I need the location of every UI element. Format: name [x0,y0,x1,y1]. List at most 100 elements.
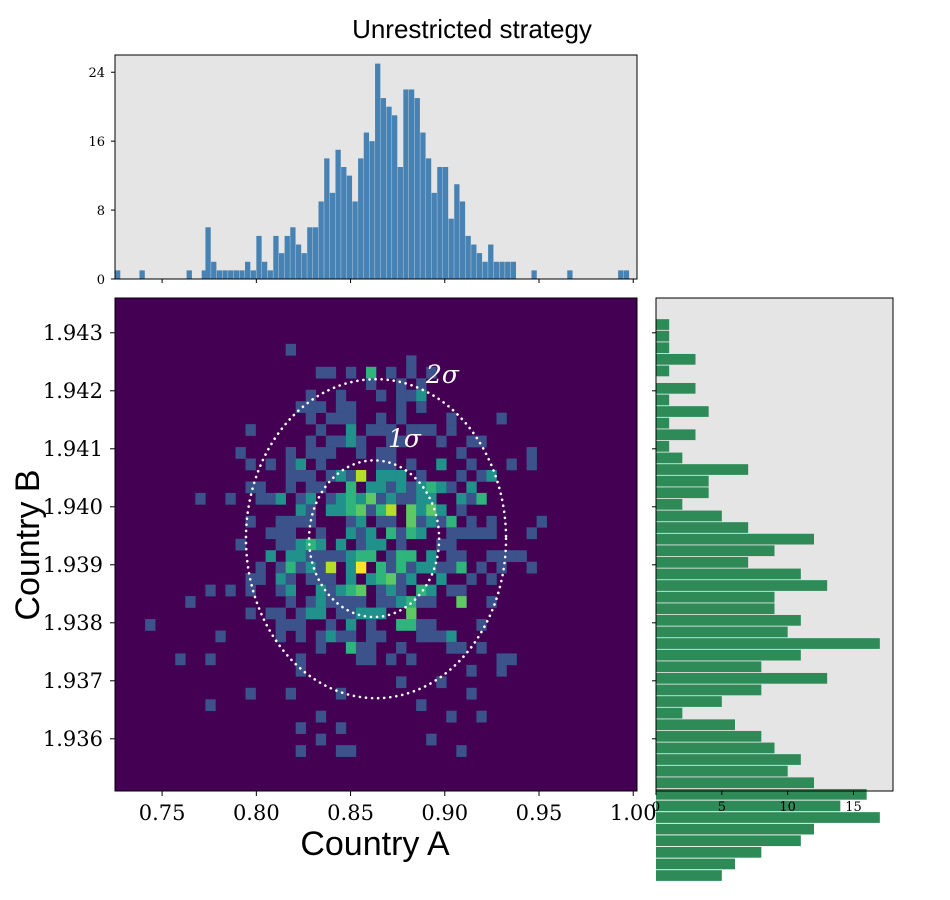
heatmap-cell [426,424,437,436]
heatmap-cell [456,596,467,608]
heatmap-cell [305,469,317,482]
top-histogram-bar [216,270,223,279]
top-histogram-bar [380,98,386,279]
heatmap-cell [285,619,296,631]
heatmap-cell [406,653,417,666]
heatmap-cell [386,561,397,574]
heatmap-cell [285,561,296,574]
heatmap-cell [335,584,347,597]
heatmap-cell [355,607,367,620]
top-histogram-bar [363,132,370,279]
heatmap-cell [245,481,256,494]
right-histogram-bar [656,394,670,406]
heatmap-cell [376,515,387,528]
heatmap-cell [436,504,447,517]
heatmap-cell [285,343,296,356]
heatmap-cell [466,664,477,677]
top-histogram-bar [273,235,279,279]
top-histogram-y-tick-label: 8 [97,204,105,219]
right-histogram-bar [656,835,801,847]
top-histogram-bar [505,261,511,279]
right-histogram-frame [655,297,894,792]
heatmap-cell [325,504,337,517]
heatmap-cell [335,401,347,413]
heatmap-cell [265,607,276,620]
heatmap-cell [185,596,196,608]
heatmap-cell [345,412,357,425]
heatmap-cell [255,561,266,574]
heatmap-cell [386,504,397,517]
heatmap-cell [325,561,337,574]
heatmap-cell [305,538,317,551]
right-histogram-bar [656,522,749,533]
top-histogram-bar [318,201,324,279]
heatmap-cell [376,573,387,585]
right-histogram-bar [656,603,775,615]
heatmap-cell [345,584,357,597]
top-histogram-bar [375,63,381,280]
heatmap-cell [386,596,397,608]
heatmap-cell [355,538,367,551]
heatmap-cell [486,596,497,608]
heatmap-cell [416,389,427,402]
heatmap-cell [376,538,387,551]
heatmap-cell [345,630,357,643]
top-histogram-bar [623,270,630,279]
top-histogram-bar [465,235,471,279]
heatmap-cell [315,561,327,574]
heatmap-cell [295,469,307,482]
heatmap-cell [396,641,407,654]
heatmap-cell [345,561,357,574]
top-histogram-bar [239,270,245,279]
heatmap-cell [295,561,307,574]
heatmap-cell [456,469,467,482]
heatmap-cell [315,366,327,379]
heatmap-cell [275,584,286,597]
heatmap-cell [235,538,246,551]
heatmap-cell [386,550,397,562]
heatmap-cell [285,469,296,482]
heatmap-cell [315,527,327,540]
heatmap-cell [406,515,417,528]
heatmap-cell [325,619,337,631]
heatmap-cell [386,447,397,459]
heatmap-cell [315,630,327,643]
heatmap-cell [406,389,417,402]
right-histogram-bar [656,568,801,580]
right-histogram-bar [656,823,814,835]
x-axis-label: Country A [300,825,450,863]
heatmap-cell [456,447,467,459]
right-histogram-y-ticks [652,332,656,740]
heatmap-cell [456,584,467,597]
right-histogram-bar [656,870,722,881]
heatmap-cell [285,447,296,459]
top-histogram-bar [233,270,239,279]
heatmap-cell [386,424,397,436]
top-histogram-bar [392,115,398,279]
heatmap-cell [355,653,367,666]
top-histogram-bar [459,201,466,279]
top-histogram-bar [386,106,392,279]
heatmap-cell [365,504,377,517]
heatmap-cell [195,492,206,505]
top-histogram-bar [329,192,336,279]
heatmap-cell [436,435,447,448]
right-histogram-bar [656,452,683,464]
heatmap-cell [245,584,256,597]
heatmap-cell [275,515,286,528]
heatmap-cell [406,424,417,436]
heatmap-cell [376,481,387,494]
top-histogram-bar [335,149,341,279]
heatmap-cell [376,630,387,643]
heatmap-cell [486,527,497,540]
heatmap-cell [526,527,537,540]
heatmap-cell [416,527,427,540]
top-histogram-bar [488,244,494,279]
top-histogram: 0 8 16 24 [88,54,638,288]
top-histogram-bar [352,201,358,279]
top-histogram-y-tick-label: 16 [88,135,105,150]
heatmap-cell [456,745,467,757]
top-histogram-bar [341,167,347,279]
heatmap-cell [446,550,457,562]
